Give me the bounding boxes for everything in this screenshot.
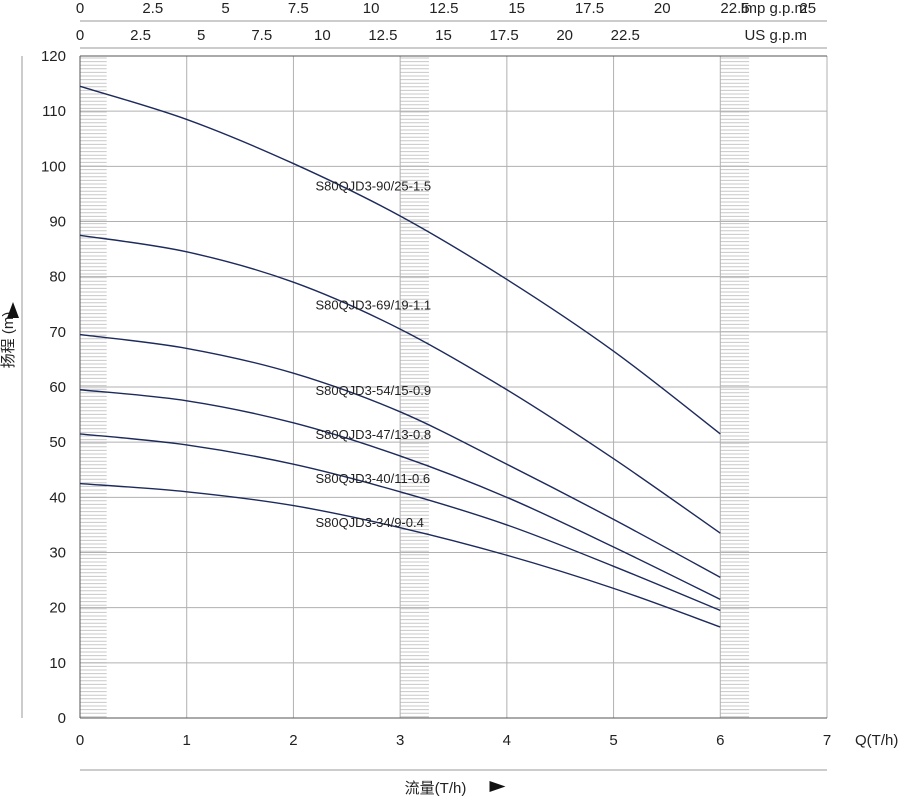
curve-label-4: S80QJD3-40/11-0.6	[315, 471, 430, 486]
y-tick-label: 0	[58, 710, 66, 727]
y-tick-label: 100	[41, 158, 66, 175]
top-axis-0-tick-label: 12.5	[429, 0, 458, 17]
x-tick-label: 2	[289, 732, 297, 749]
top-axis-1-tick-label: 15	[435, 27, 452, 44]
x-tick-label: 7	[823, 732, 831, 749]
x-tick-label: 1	[183, 732, 191, 749]
y-tick-label: 10	[49, 655, 66, 672]
top-axis-0-tick-label: 25	[799, 0, 816, 17]
top-axis-1-tick-label: 5	[197, 27, 205, 44]
y-tick-label: 80	[49, 269, 66, 286]
top-axis-1-tick-label: 2.5	[130, 27, 151, 44]
top-axis-0-tick-label: 2.5	[142, 0, 163, 17]
y-tick-label: 120	[41, 48, 66, 65]
series-line-2	[79, 333, 721, 578]
curve-label-5: S80QJD3-34/9-0.4	[315, 515, 423, 530]
x-end-label: Q(T/h)	[855, 732, 898, 749]
top-axis-0-tick-label: 10	[363, 0, 380, 17]
hatched-band-2	[720, 57, 750, 718]
y-tick-label: 40	[49, 489, 66, 506]
top-axis-0-tick-label: 15	[508, 0, 525, 17]
top-axis-1-tick-label: 7.5	[251, 27, 272, 44]
top-axis-0-tick-label: 20	[654, 0, 671, 17]
curve-label-0: S80QJD3-90/25-1.5	[315, 179, 431, 194]
y-tick-label: 90	[49, 214, 66, 231]
top-axis-1-tick-label: 10	[314, 27, 331, 44]
series-line-3	[79, 389, 721, 601]
top-axis-1-tick-label: 20	[556, 27, 573, 44]
top-axis-0-tick-label: 22.5	[720, 0, 749, 17]
top-axis-0-tick-label: 17.5	[575, 0, 604, 17]
hatched-band-0	[80, 57, 107, 718]
top-axis-1-tick-label: 0	[76, 27, 84, 44]
y-axis-title: 扬程 (m)	[0, 312, 17, 369]
top-axis-0-tick-label: 7.5	[288, 0, 309, 17]
y-tick-label: 60	[49, 379, 66, 396]
x-tick-label: 6	[716, 732, 724, 749]
x-tick-label: 3	[396, 732, 404, 749]
y-tick-label: 70	[49, 324, 66, 341]
series-line-5	[79, 482, 721, 628]
top-axis-1-tick-label: 22.5	[611, 27, 640, 44]
x-arrow-icon	[489, 781, 506, 792]
top-axis-1-tick-label: 12.5	[368, 27, 397, 44]
curve-label-2: S80QJD3-54/15-0.9	[315, 383, 431, 398]
x-tick-label: 5	[609, 732, 617, 749]
y-tick-label: 110	[42, 103, 66, 120]
y-tick-label: 30	[49, 545, 66, 562]
y-tick-label: 50	[49, 434, 66, 451]
curve-label-3: S80QJD3-47/13-0.8	[315, 427, 431, 442]
hatched-band-1	[400, 57, 429, 718]
top-axis-0-tick-label: 5	[221, 0, 229, 17]
curve-label-1: S80QJD3-69/19-1.1	[315, 297, 431, 312]
top-axis-0-unit: Imp g.p.m	[740, 0, 807, 17]
x-tick-label: 4	[503, 732, 511, 749]
y-arrow-icon	[7, 302, 19, 318]
series-line-0	[79, 85, 721, 435]
top-axis-1-tick-label: 17.5	[490, 27, 519, 44]
top-axis-1-unit: US g.p.m	[744, 27, 807, 44]
series-line-1	[79, 234, 721, 534]
top-axis-0-tick-label: 0	[76, 0, 84, 17]
series-line-4	[79, 433, 721, 612]
y-tick-label: 20	[49, 600, 66, 617]
x-axis-title: 流量(T/h)	[405, 780, 467, 796]
x-tick-label: 0	[76, 732, 84, 749]
